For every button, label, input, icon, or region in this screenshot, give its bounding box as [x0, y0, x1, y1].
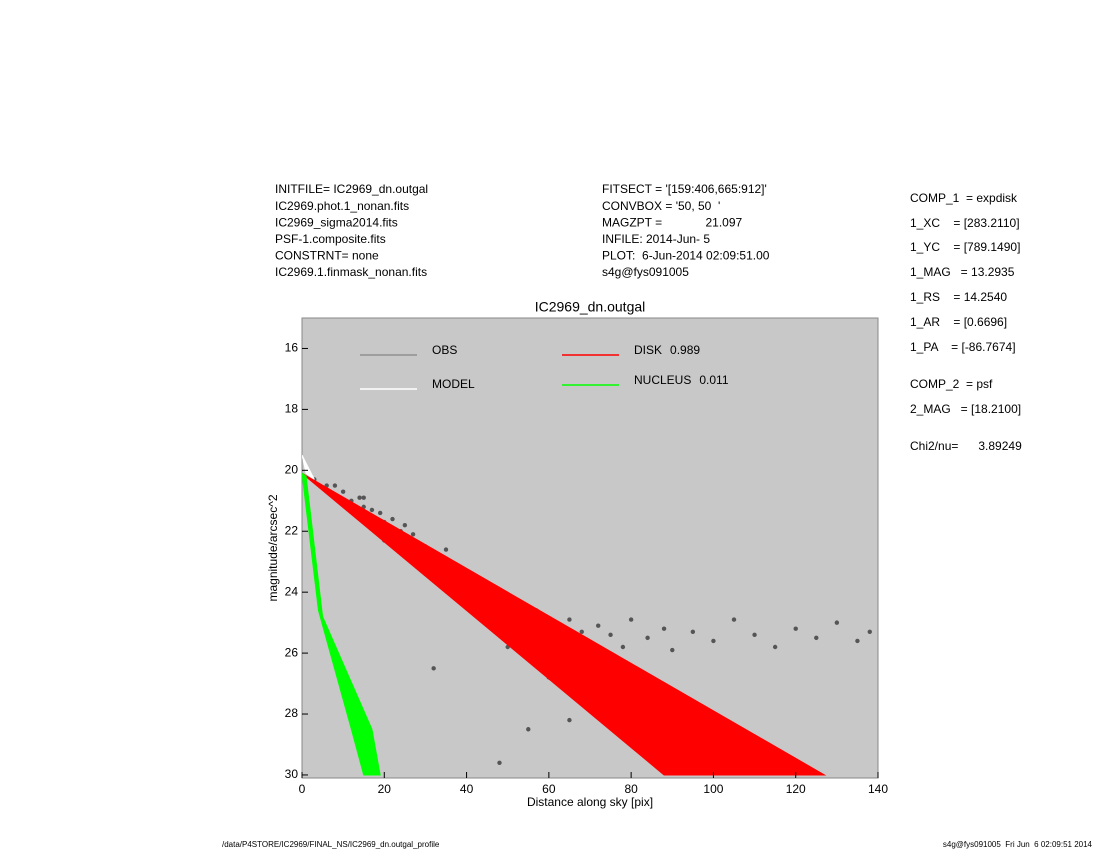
legend-label: DISK: [634, 343, 662, 357]
parameter-line: 2_MAG = [18.2100]: [910, 402, 1021, 416]
header-middle-line: MAGZPT = 21.097: [602, 215, 742, 229]
obs-point: [443, 547, 449, 552]
obs-point: [410, 532, 416, 537]
header-middle-line: s4g@fys091005: [602, 265, 689, 279]
obs-point: [752, 632, 757, 638]
model-band: [302, 472, 381, 776]
header-middle-line: INFILE: 2014-Jun- 5: [602, 232, 710, 246]
parameter-line: 1_MAG = 13.2935: [910, 265, 1015, 279]
obs-point: [377, 510, 383, 516]
legend-label: NUCLEUS: [634, 373, 691, 387]
x-tick-label: 60: [542, 782, 556, 796]
obs-point: [390, 516, 395, 522]
obs-point: [361, 495, 366, 500]
obs-point: [690, 629, 696, 634]
y-tick-label: 16: [285, 341, 299, 355]
header-middle-line: FITSECT = '[159:406,665:912]': [602, 182, 767, 196]
header-left-line: IC2969.phot.1_nonan.fits: [275, 199, 409, 213]
y-axis-label: magnitude/arcsec^2: [266, 494, 280, 601]
footer-path: /data/P4STORE/IC2969/FINAL_NS/IC2969_dn.…: [222, 840, 440, 849]
y-tick-label: 30: [285, 767, 299, 781]
header-middle-line: PLOT: 6-Jun-2014 02:09:51.00: [602, 249, 770, 263]
obs-point: [867, 629, 872, 634]
x-tick-label: 120: [786, 782, 806, 796]
parameter-line: COMP_1 = expdisk: [910, 191, 1018, 205]
x-tick-label: 40: [460, 782, 474, 796]
obs-point: [645, 635, 650, 641]
obs-point: [814, 635, 819, 641]
obs-point: [369, 507, 375, 513]
obs-point: [596, 623, 601, 628]
header-left-line: IC2969_sigma2014.fits: [275, 215, 398, 229]
obs-point: [340, 489, 346, 494]
obs-point: [567, 617, 572, 622]
y-tick-label: 26: [285, 645, 299, 659]
x-tick-label: 100: [703, 782, 723, 796]
footer-stamp: s4g@fys091005 Fri Jun 6 02:09:51 2014: [943, 840, 1093, 849]
obs-point: [567, 717, 572, 723]
obs-point: [670, 647, 675, 653]
y-tick-label: 28: [285, 706, 299, 720]
y-tick-label: 24: [285, 584, 299, 598]
obs-point: [431, 666, 436, 671]
parameter-line: Chi2/nu= 3.89249: [910, 439, 1022, 453]
plot-layer: [302, 454, 872, 776]
model-band: [302, 454, 315, 480]
model-band: [302, 472, 827, 776]
obs-point: [620, 644, 626, 650]
parameter-line: 1_RS = 14.2540: [910, 290, 1007, 304]
x-tick-label: 0: [299, 782, 306, 796]
parameter-line: 1_AR = [0.6696]: [910, 315, 1007, 329]
legend-label: MODEL: [432, 377, 475, 391]
x-tick-label: 80: [624, 782, 638, 796]
x-tick-label: 140: [868, 782, 888, 796]
x-axis-label: Distance along sky [pix]: [527, 795, 653, 809]
obs-point: [628, 617, 634, 622]
obs-point: [608, 632, 613, 638]
parameter-line: 1_XC = [283.2110]: [910, 216, 1020, 230]
parameter-line: 1_PA = [-86.7674]: [910, 340, 1016, 354]
obs-point: [711, 638, 716, 644]
legend-fraction: 0.011: [699, 373, 728, 387]
obs-point: [357, 495, 362, 500]
obs-point: [834, 620, 840, 625]
obs-point: [661, 626, 667, 631]
chart-title: IC2969_dn.outgal: [535, 299, 646, 315]
obs-point: [772, 644, 778, 650]
obs-point: [579, 629, 584, 634]
header-left-line: INITFILE= IC2969_dn.outgal: [275, 182, 428, 196]
y-tick-label: 20: [285, 462, 299, 476]
legend-label: OBS: [432, 343, 457, 357]
obs-point: [855, 638, 860, 644]
obs-point: [497, 760, 502, 765]
parameter-line: COMP_2 = psf: [910, 377, 993, 391]
obs-point: [793, 626, 798, 631]
header-left-line: PSF-1.composite.fits: [275, 232, 386, 246]
obs-point: [402, 522, 408, 528]
header-middle-line: CONVBOX = '50, 50 ': [602, 199, 720, 213]
x-tick-label: 20: [378, 782, 392, 796]
legend-fraction: 0.989: [670, 343, 700, 357]
obs-point: [526, 727, 531, 732]
obs-point: [332, 483, 338, 488]
parameter-line: 1_YC = [789.1490]: [910, 240, 1020, 254]
header-left-line: IC2969.1.finmask_nonan.fits: [275, 265, 427, 279]
header-left-line: CONSTRNT= none: [275, 249, 379, 263]
obs-point: [731, 617, 737, 622]
y-tick-label: 18: [285, 402, 299, 416]
y-tick-label: 22: [285, 523, 299, 537]
